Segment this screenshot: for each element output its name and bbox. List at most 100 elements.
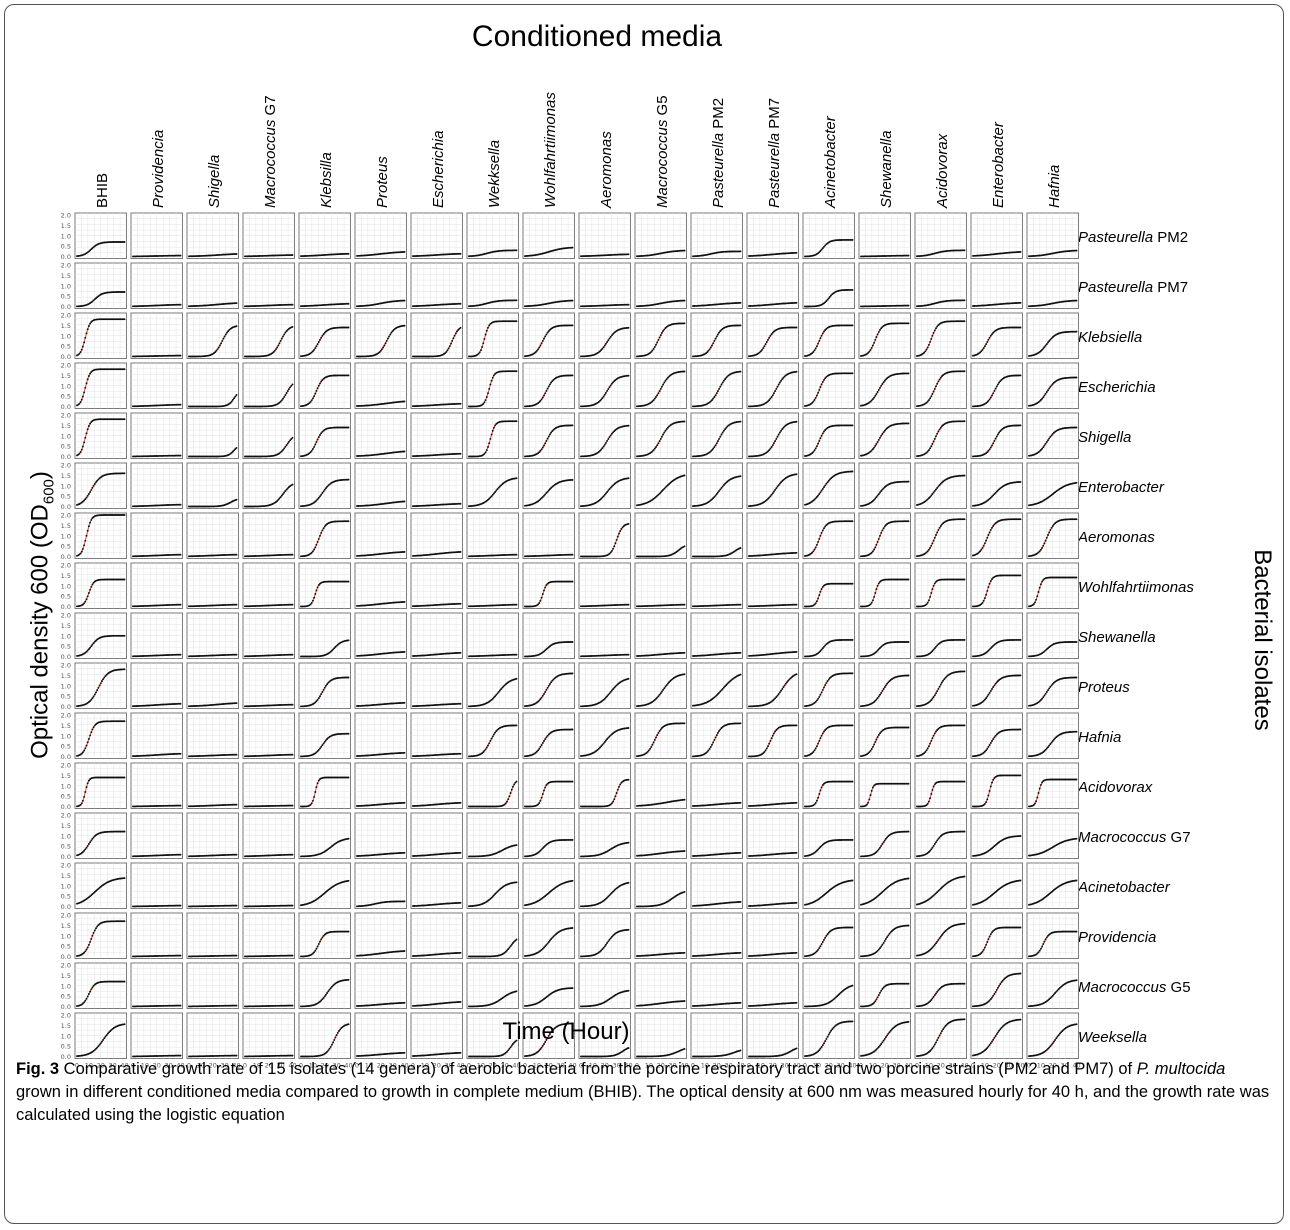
data-point [220, 342, 223, 345]
panel [634, 312, 687, 359]
panel-grid: BHIB Providencia Shigella Macrococcus G7 Kle… [61, 92, 1195, 1070]
y-tick-label: 0.0 [61, 253, 71, 261]
data-point [653, 447, 656, 450]
data-point [627, 326, 630, 329]
data-point [660, 385, 663, 388]
data-point [602, 445, 605, 448]
data-point [283, 395, 286, 398]
data-point [233, 397, 236, 400]
data-point [489, 437, 492, 440]
data-point [79, 451, 82, 453]
data-point [317, 436, 320, 439]
data-point [123, 368, 126, 371]
data-point [87, 425, 90, 427]
data-point [664, 379, 667, 382]
data-point [1049, 385, 1052, 388]
data-point [484, 333, 487, 336]
data-point [319, 382, 321, 385]
data-point [382, 346, 385, 349]
data-point [815, 394, 818, 397]
panel [354, 262, 407, 309]
data-point [877, 330, 880, 333]
data-point [775, 387, 778, 390]
panel [1026, 212, 1079, 259]
data-point [609, 335, 612, 338]
panel [1026, 362, 1079, 409]
data-point [319, 338, 321, 341]
data-point [718, 437, 721, 440]
panel [466, 312, 519, 359]
data-point [489, 383, 492, 386]
data-point [655, 446, 657, 448]
data-point [1075, 249, 1078, 252]
panel [858, 362, 911, 409]
data-point [316, 438, 319, 441]
data-point [390, 331, 393, 334]
data-point [447, 347, 450, 350]
data-point [540, 398, 543, 401]
data-point [929, 397, 932, 400]
panel [298, 262, 351, 309]
data-point [721, 431, 724, 434]
data-point [718, 387, 721, 390]
data-point [683, 370, 686, 373]
data-point [484, 451, 487, 454]
data-point [868, 350, 871, 353]
data-point [81, 345, 84, 348]
data-point [279, 339, 282, 342]
row-label: Acinetobacter [1077, 879, 1171, 896]
data-point [604, 391, 607, 394]
data-point [316, 343, 319, 346]
data-point [483, 401, 486, 404]
data-point [604, 342, 607, 345]
column-label: Shewanella [878, 130, 895, 208]
data-point [273, 349, 276, 352]
data-point [683, 420, 686, 423]
data-point [388, 335, 391, 338]
data-point [813, 398, 816, 401]
column-label: Klebsilla [318, 152, 335, 208]
data-point [235, 394, 238, 396]
data-point [541, 446, 544, 449]
data-point [818, 339, 821, 342]
data-point [993, 389, 996, 392]
data-point [722, 429, 725, 432]
data-point [87, 250, 90, 253]
data-point [716, 390, 719, 393]
data-point [930, 337, 933, 340]
data-point [226, 331, 228, 334]
data-point [607, 438, 610, 440]
y-tick-label: 2.0 [61, 412, 71, 420]
data-point [713, 446, 716, 448]
data-point [664, 429, 667, 432]
panel [298, 212, 351, 259]
data-point [235, 325, 238, 328]
data-point [547, 435, 550, 438]
data-point [660, 435, 663, 438]
panel [578, 362, 631, 409]
data-point [84, 336, 87, 339]
panel [522, 312, 575, 359]
data-point [870, 346, 873, 349]
panel [410, 262, 463, 309]
data-point [282, 448, 284, 451]
data-point [215, 349, 218, 352]
data-point [739, 420, 742, 423]
data-point [814, 347, 817, 350]
row-label: Shewanella [1078, 629, 1156, 646]
data-point [347, 374, 350, 377]
data-point [651, 349, 654, 352]
panel [634, 412, 687, 459]
data-point [989, 334, 992, 337]
data-point [483, 452, 486, 455]
data-point [603, 443, 606, 446]
data-point [821, 380, 824, 383]
panel [970, 362, 1023, 409]
data-point [403, 400, 406, 403]
row-label: Klebsiella [1078, 329, 1142, 346]
panel [410, 362, 463, 409]
data-point [780, 379, 783, 382]
data-point [221, 339, 224, 342]
data-point [824, 244, 827, 247]
data-point [988, 398, 991, 401]
